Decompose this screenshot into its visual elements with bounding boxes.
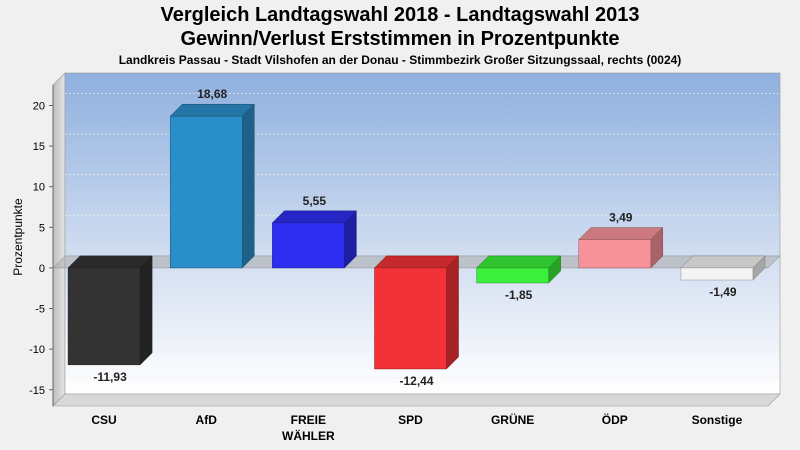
y-tick-label: 5 bbox=[39, 222, 45, 234]
bar-front bbox=[272, 222, 345, 269]
bars bbox=[67, 103, 766, 370]
x-tick-label-line-2: WÄHLER bbox=[282, 428, 335, 443]
bar-spd bbox=[373, 255, 460, 370]
value-label: -1,49 bbox=[709, 285, 737, 299]
y-tick-label: 15 bbox=[33, 141, 45, 153]
bar-top bbox=[373, 255, 460, 269]
bar-grüne bbox=[476, 255, 562, 284]
x-tick-label: SPD bbox=[398, 413, 423, 427]
bar-top bbox=[271, 210, 357, 224]
x-tick-label: Sonstige bbox=[692, 413, 743, 427]
bar-sonstige bbox=[680, 255, 766, 281]
y-tick-label: 10 bbox=[33, 182, 45, 194]
bar-freie bbox=[271, 210, 357, 269]
value-labels: -11,93 18,68 5,55 -12,44 -1,85 3,49 -1,49 bbox=[93, 87, 737, 388]
bar-top bbox=[578, 227, 664, 240]
bar-top bbox=[67, 255, 153, 269]
value-label: -12,44 bbox=[399, 374, 433, 388]
value-label: 5,55 bbox=[303, 194, 327, 208]
y-tick-label: 0 bbox=[39, 263, 45, 275]
x-tick-label: FREIE bbox=[291, 413, 326, 427]
y-tick-label: -5 bbox=[35, 304, 45, 316]
value-label: 3,49 bbox=[609, 211, 633, 225]
x-tick-label: ÖDP bbox=[602, 412, 628, 427]
bar-front bbox=[169, 115, 243, 269]
bar-ödp bbox=[578, 226, 664, 269]
bar-csu bbox=[67, 255, 153, 366]
value-label: 18,68 bbox=[197, 87, 227, 101]
x-tick-label: GRÜNE bbox=[491, 412, 534, 427]
bar-front bbox=[67, 267, 141, 366]
value-label: -1,85 bbox=[505, 288, 533, 302]
bar-front bbox=[578, 239, 652, 269]
y-tick-label: -15 bbox=[29, 385, 45, 397]
bar-top bbox=[680, 255, 766, 269]
chart-title-line-1: Vergleich Landtagswahl 2018 - Landtagswa… bbox=[160, 4, 640, 26]
plot-left-wall bbox=[52, 72, 66, 407]
bar-side bbox=[446, 255, 459, 370]
y-tick-labels: 20 15 10 5 0 -5 -10 -15 bbox=[29, 100, 45, 396]
bar-top bbox=[476, 255, 562, 269]
chart-subtitle: Landkreis Passau - Stadt Vilshofen an de… bbox=[118, 53, 682, 67]
bar-side bbox=[139, 255, 153, 366]
bar-front bbox=[680, 267, 754, 281]
value-label: -11,93 bbox=[93, 370, 127, 384]
bar-side bbox=[241, 103, 255, 269]
chart-title-line-2: Gewinn/Verlust Erststimmen in Prozentpun… bbox=[180, 28, 620, 50]
y-tick-label: 20 bbox=[33, 100, 45, 112]
x-tick-label: CSU bbox=[91, 413, 116, 427]
y-tick-label: -10 bbox=[29, 344, 45, 356]
bar-top bbox=[169, 103, 255, 117]
bar-afd bbox=[169, 103, 255, 269]
plot-floor bbox=[52, 393, 781, 407]
bar-front bbox=[476, 267, 549, 284]
bar-front bbox=[374, 267, 447, 370]
x-tick-label: AfD bbox=[196, 413, 218, 427]
